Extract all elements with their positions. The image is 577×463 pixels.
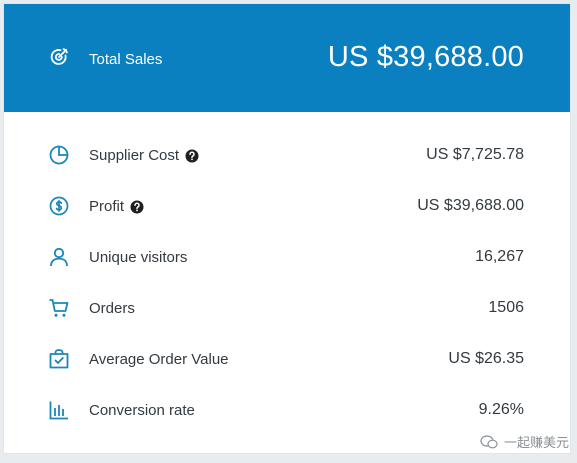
bar-chart-icon (48, 399, 70, 421)
wechat-icon (480, 434, 498, 449)
metric-row-unique-visitors: Unique visitors 16,267 (4, 237, 570, 277)
metric-value: 9.26% (478, 401, 524, 418)
metric-value: 16,267 (475, 248, 524, 265)
metric-row-average-order-value: Average Order Value US $26.35 (4, 339, 570, 379)
total-sales-header: Total Sales US $39,688.00 (4, 4, 570, 112)
metric-row-orders: Orders 1506 (4, 288, 570, 328)
metric-label: Unique visitors (89, 249, 188, 266)
pie-chart-icon (48, 144, 70, 166)
target-icon (48, 46, 70, 68)
watermark-text: 一起赚美元 (503, 435, 569, 450)
user-icon (48, 246, 70, 268)
metric-label: Average Order Value (89, 351, 229, 368)
metric-value: US $26.35 (448, 350, 524, 367)
metric-value: US $7,725.78 (426, 146, 524, 163)
total-sales-label: Total Sales (89, 51, 163, 68)
help-icon[interactable] (185, 149, 199, 163)
sales-summary-card: Total Sales US $39,688.00 Supplier Cost (3, 3, 571, 454)
cart-icon (48, 297, 70, 319)
metric-label: Conversion rate (89, 402, 195, 419)
dollar-circle-icon (48, 195, 70, 217)
metric-value: 1506 (488, 299, 524, 316)
total-sales-value: US $39,688.00 (327, 41, 524, 73)
metric-label: Supplier Cost (89, 147, 180, 164)
metric-row-conversion-rate: Conversion rate 9.26% (4, 390, 570, 430)
watermark: 一起赚美元 (480, 432, 569, 451)
metric-value: US $39,688.00 (417, 197, 524, 214)
metric-row-profit: Profit US $39,688.00 (4, 186, 570, 226)
metric-label: Orders (89, 300, 135, 317)
bag-check-icon (48, 348, 70, 370)
metric-label: Profit (89, 198, 125, 215)
help-icon[interactable] (130, 200, 144, 214)
metric-row-supplier-cost: Supplier Cost US $7,725.78 (4, 135, 570, 175)
